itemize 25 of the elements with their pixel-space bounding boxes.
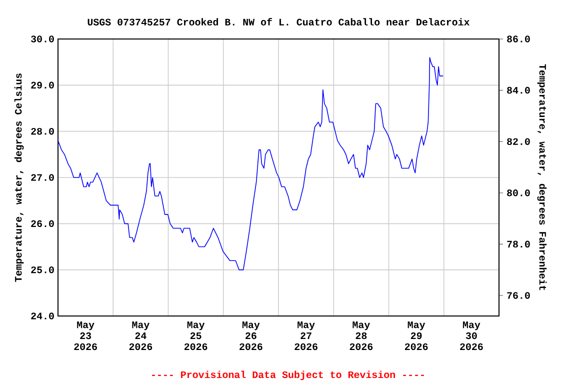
y2-tick-label: 78.0: [507, 240, 530, 248]
y2-tick-label: 86.0: [507, 36, 530, 42]
y-axis-title: Temperature, water, degrees Celsius: [14, 74, 24, 282]
x-tick-label: May 23 2026: [74, 322, 97, 350]
y-tick-label: 30.0: [31, 36, 54, 42]
chart-title: USGS 073745257 Crooked B. NW of L. Cuatro Caballo near Delacroix: [88, 18, 470, 26]
y-tick-label: 24.0: [31, 312, 54, 320]
x-tick-label: May 24 2026: [129, 322, 152, 350]
x-tick-label: May 28 2026: [350, 322, 373, 350]
y2-tick-label: 84.0: [507, 86, 530, 94]
y-tick-label: 27.0: [31, 174, 54, 181]
x-tick-label: May 27 2026: [294, 322, 318, 350]
x-tick-label: May 30 2026: [460, 322, 483, 350]
x-tick-label: May 25 2026: [184, 322, 208, 350]
y2-axis-title: Temperature, water, degrees Fahrenheit: [537, 64, 547, 290]
y2-tick-label: 76.0: [507, 292, 530, 299]
y-tick-label: 28.0: [31, 128, 54, 135]
text: ---- Provisional Data Subject to Revision ----: [152, 370, 424, 380]
y2-tick-label: 80.0: [507, 190, 530, 196]
x-tick-label: May 26 2026: [240, 322, 262, 350]
y-tick-label: 25.0: [31, 266, 54, 274]
x-tick-label: May 29 2026: [404, 322, 428, 350]
y-tick-label: 26.0: [31, 220, 54, 228]
y-tick-label: 29.0: [31, 82, 54, 89]
y2-tick-label: 82.0: [507, 138, 530, 145]
